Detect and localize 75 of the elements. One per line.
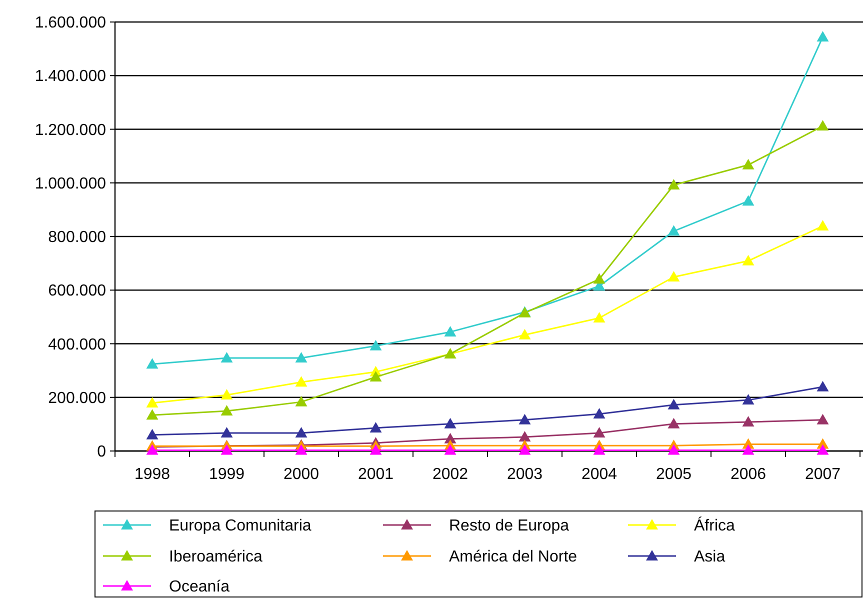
point <box>146 358 158 369</box>
point <box>742 394 754 405</box>
point <box>444 444 456 455</box>
legend-label: Iberoamérica <box>169 548 262 566</box>
x-tick-label: 2005 <box>656 466 692 483</box>
point <box>668 270 680 282</box>
point <box>742 195 754 206</box>
point <box>668 418 680 428</box>
legend-label: Resto de Europa <box>449 518 570 535</box>
point <box>742 444 754 455</box>
point <box>518 444 531 455</box>
legend-label: Oceanía <box>169 578 230 596</box>
x-tick-label: 2006 <box>730 466 766 483</box>
y-tick-label: 800.000 <box>48 229 106 246</box>
point <box>220 444 233 455</box>
x-tick-label: 1999 <box>208 466 245 483</box>
x-tick-label: 2000 <box>283 466 320 483</box>
point <box>295 376 308 387</box>
y-tick-label: 1.200.000 <box>34 122 106 139</box>
point <box>146 409 158 420</box>
legend-label: Asia <box>694 548 726 566</box>
point <box>668 179 680 190</box>
point <box>370 371 382 382</box>
x-tick-label: 2002 <box>432 466 468 483</box>
x-tick-label: 1998 <box>134 466 170 483</box>
point <box>742 158 754 170</box>
point <box>816 220 829 231</box>
point <box>668 225 680 236</box>
point <box>146 428 158 440</box>
legend-label: Europa Comunitaria <box>169 518 312 535</box>
point <box>668 398 680 410</box>
point <box>593 444 606 455</box>
y-tick-label: 1.600.000 <box>34 14 106 32</box>
point <box>295 396 308 406</box>
point <box>444 326 456 336</box>
x-tick-label: 2003 <box>506 466 543 483</box>
y-tick-label: 600.000 <box>48 282 106 300</box>
x-tick-label: 2004 <box>581 466 618 483</box>
y-tick-label: 1.400.000 <box>34 68 106 86</box>
point <box>220 388 233 400</box>
point <box>668 444 680 455</box>
y-tick-label: 0 <box>97 444 106 461</box>
legend-label: África <box>694 516 735 535</box>
point <box>816 414 829 424</box>
point <box>518 431 531 442</box>
point <box>220 352 233 362</box>
y-tick-label: 200.000 <box>48 390 106 407</box>
point <box>295 444 308 455</box>
point <box>593 408 606 418</box>
point <box>220 427 233 438</box>
point <box>593 312 606 323</box>
point <box>593 427 606 438</box>
point <box>295 352 308 362</box>
point <box>816 380 829 392</box>
point <box>742 254 754 266</box>
point <box>444 418 456 428</box>
point <box>816 120 829 131</box>
y-tick-label: 1.000.000 <box>34 175 106 192</box>
y-tick-label: 400.000 <box>48 336 106 354</box>
point <box>146 397 158 408</box>
point <box>742 416 754 427</box>
point <box>816 31 829 42</box>
point <box>146 444 158 455</box>
point <box>370 422 382 432</box>
point <box>370 444 382 455</box>
x-tick-label: 2007 <box>804 466 841 483</box>
point <box>518 328 531 340</box>
legend-label: América del Norte <box>449 548 578 566</box>
point <box>295 427 308 438</box>
point <box>593 273 606 284</box>
point <box>370 340 382 350</box>
point <box>816 444 829 455</box>
point <box>220 405 233 416</box>
point <box>518 414 531 424</box>
x-tick-label: 2001 <box>358 466 394 483</box>
